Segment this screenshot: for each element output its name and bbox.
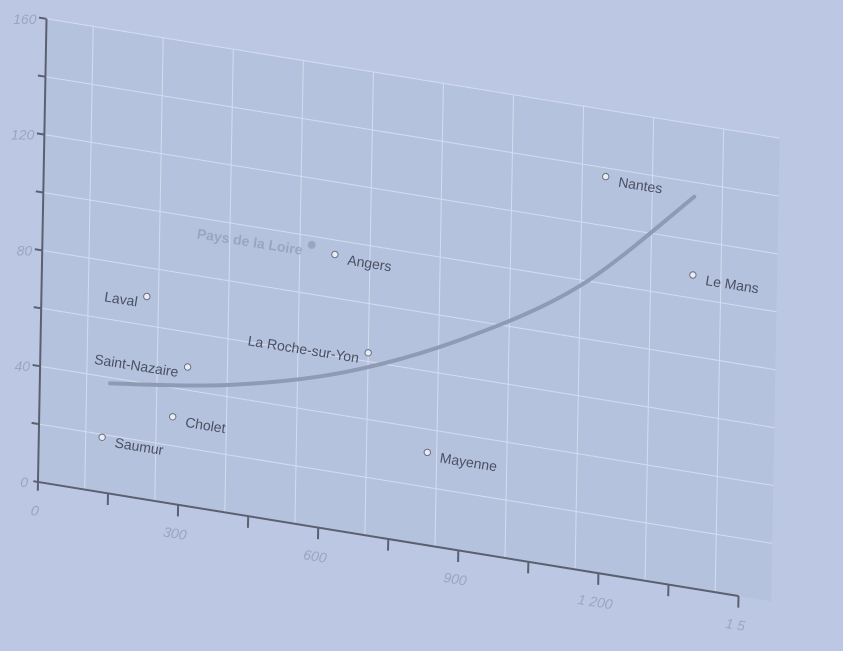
point-marker [183,363,192,371]
axes [33,18,739,597]
y-tick [34,248,43,252]
data-point-angers: Angers [331,250,393,275]
grid-line-y [46,18,780,139]
y-tick-label: 0 [20,474,28,490]
point-marker [689,271,697,279]
trend-line [108,194,697,388]
point-label: Cholet [184,414,227,436]
y-axis-line [36,18,48,491]
point-label: Nantes [617,174,663,197]
y-tick [37,74,46,78]
point-marker [364,349,372,357]
y-tick [36,132,45,136]
grid-line-y [43,192,777,313]
y-tick [33,306,42,310]
y-tick [38,16,47,20]
data-point-saumur: Saumur [98,433,165,458]
point-marker [331,250,339,259]
point-label: Angers [346,252,392,275]
grid-line-y [44,134,778,255]
data-point-nantes: Nantes [602,172,664,197]
x-tick-label: 600 [302,546,328,565]
data-point-laval: Laval [103,288,151,309]
y-tick [32,364,41,368]
y-tick-label: 160 [13,11,37,27]
x-tick-label: 1 200 [577,591,614,612]
ticks: 0 300 600 900 1 200 1 5 0 40 80 120 160 [11,11,746,634]
point-marker [143,292,151,301]
y-tick [31,421,40,426]
grid-line-y [41,307,775,429]
x-axis-line [33,480,739,597]
point-marker [307,240,316,249]
point-marker [98,433,106,441]
point-label: Laval [103,288,139,309]
y-tick-label: 40 [15,358,31,374]
point-label: Saumur [114,434,165,458]
y-tick [35,190,44,194]
grid-line-y [45,76,779,197]
grid-line-y [42,249,776,371]
point-marker [169,413,177,421]
x-tick-label: 0 [30,502,40,519]
point-marker [423,448,431,457]
x-tick-label: 900 [442,569,468,588]
y-tick-label: 80 [17,242,33,258]
y-tick-label: 120 [11,127,35,143]
grid-line-y [39,423,773,544]
x-tick-label: 300 [162,524,188,543]
x-tick-label: 1 5 [724,615,746,634]
point-marker [602,172,610,181]
data-point-cholet: Cholet [169,413,227,436]
